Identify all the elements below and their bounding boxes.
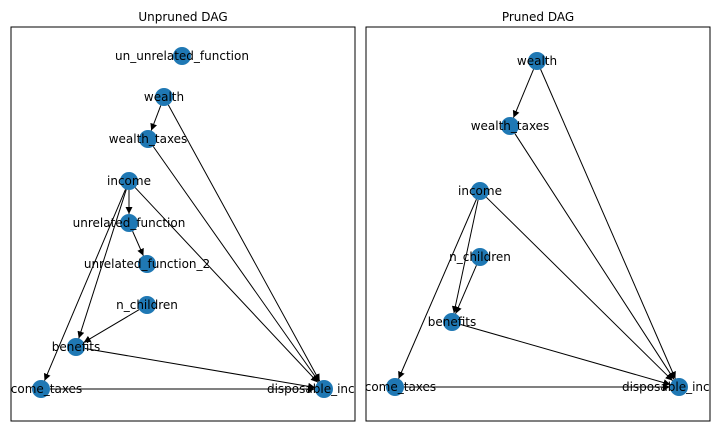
unpruned-node-wealth	[155, 88, 173, 106]
unpruned-edge-n_children-to-benefits	[83, 309, 140, 343]
unpruned-panel-title: Unpruned DAG	[138, 10, 227, 24]
unpruned-node-label-un_unrelated_function: un_unrelated_function	[115, 49, 249, 63]
unpruned-dag-panel: Unpruned DAG un_unrelated_functionwealth…	[0, 10, 381, 422]
pruned-node-label-benefits: benefits	[428, 315, 477, 329]
pruned-node-label-income_taxes: income_taxes	[354, 380, 436, 394]
unpruned-node-label-unrelated_function: unrelated_function	[73, 216, 186, 230]
unpruned-node-label-unrelated_function_2: unrelated_function_2	[84, 257, 210, 271]
unpruned-panel-frame	[10, 26, 356, 422]
pruned-node-label-wealth_taxes: wealth_taxes	[471, 119, 550, 133]
unpruned-nodes	[32, 47, 333, 398]
pruned-node-income	[471, 182, 489, 200]
pruned-edge-benefits-to-disposable_income	[460, 323, 671, 386]
pruned-edge-wealth_taxes-to-disposable_income	[514, 133, 675, 380]
pruned-node-label-n_children: n_children	[449, 250, 511, 264]
pruned-panel-frame	[365, 26, 711, 422]
unpruned-edge-benefits-to-disposable_income	[84, 348, 316, 390]
unpruned-node-label-wealth: wealth	[144, 90, 184, 104]
unpruned-edge-income-to-disposable_income	[134, 187, 319, 383]
pruned-node-wealth_taxes	[501, 117, 519, 135]
unpruned-node-unrelated_function	[120, 214, 138, 232]
unpruned-edge-wealth_taxes-to-disposable_income	[152, 146, 320, 382]
pruned-panel-title: Pruned DAG	[502, 10, 574, 24]
pruned-nodes	[386, 52, 688, 396]
unpruned-node-label-income_taxes: income_taxes	[0, 382, 82, 396]
unpruned-edge-unrelated_function-to-unrelated_function_2	[132, 231, 144, 256]
pruned-edge-income-to-disposable_income	[486, 196, 673, 382]
unpruned-edge-wealth-to-disposable_income	[167, 104, 321, 382]
pruned-node-label-income: income	[458, 184, 502, 198]
pruned-edge-income-to-benefits	[451, 199, 479, 314]
unpruned-node-wealth_taxes	[139, 130, 157, 148]
unpruned-node-benefits	[67, 338, 85, 356]
unpruned-node-label-benefits: benefits	[52, 340, 101, 354]
pruned-node-label-disposable_income: disposable_income	[622, 380, 720, 394]
unpruned-edge-wealth-to-wealth_taxes	[150, 105, 162, 131]
unpruned-node-label-wealth_taxes: wealth_taxes	[109, 132, 188, 146]
unpruned-node-label-n_children: n_children	[116, 298, 178, 312]
unpruned-edge-income-to-benefits	[77, 189, 127, 339]
pruned-edge-wealth-to-wealth_taxes	[512, 69, 535, 118]
unpruned-node-income_taxes	[32, 380, 50, 398]
unpruned-edge-income-to-income_taxes	[44, 189, 126, 381]
unpruned-node-disposable_income	[315, 380, 333, 398]
unpruned-node-unrelated_function_2	[138, 255, 156, 273]
unpruned-edges	[44, 104, 321, 393]
pruned-node-wealth	[528, 52, 546, 70]
pruned-node-income_taxes	[386, 378, 404, 396]
unpruned-node-income	[120, 172, 138, 190]
unpruned-node-label-income: income	[107, 174, 151, 188]
pruned-edge-wealth-to-disposable_income	[540, 69, 676, 379]
unpruned-node-label-disposable_income: disposable_income	[267, 382, 381, 396]
pruned-edge-income-to-income_taxes	[398, 199, 477, 379]
pruned-edge-n_children-to-benefits	[455, 265, 477, 314]
pruned-node-benefits	[443, 313, 461, 331]
unpruned-node-n_children	[138, 296, 156, 314]
pruned-node-n_children	[471, 248, 489, 266]
pruned-node-label-wealth: wealth	[517, 54, 557, 68]
unpruned-node-un_unrelated_function	[173, 47, 191, 65]
pruned-node-disposable_income	[670, 378, 688, 396]
pruned-edges	[398, 69, 676, 391]
